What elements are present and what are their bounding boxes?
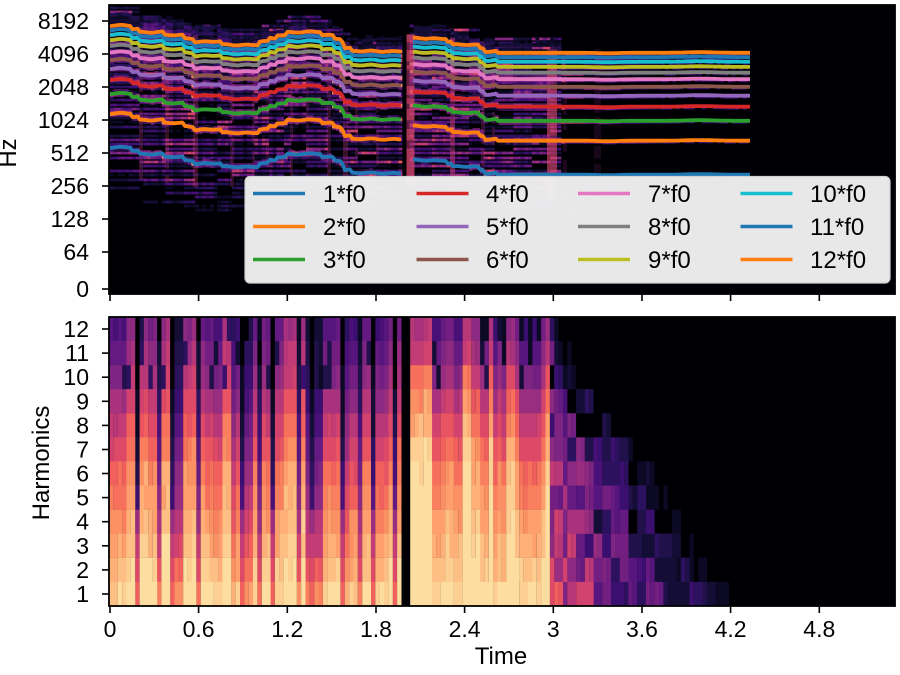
- svg-text:2: 2: [76, 557, 89, 583]
- svg-text:1.8: 1.8: [360, 616, 392, 642]
- svg-text:3: 3: [76, 533, 89, 559]
- svg-text:4*f0: 4*f0: [486, 181, 529, 208]
- svg-text:2*f0: 2*f0: [323, 214, 366, 241]
- svg-text:4: 4: [76, 509, 89, 535]
- svg-text:8*f0: 8*f0: [648, 214, 691, 241]
- svg-text:1.2: 1.2: [271, 616, 303, 642]
- svg-text:3*f0: 3*f0: [323, 247, 366, 274]
- svg-text:5: 5: [76, 485, 89, 511]
- svg-text:4.2: 4.2: [715, 616, 747, 642]
- svg-text:0: 0: [104, 616, 117, 642]
- svg-text:10*f0: 10*f0: [810, 181, 866, 208]
- svg-text:128: 128: [51, 206, 89, 232]
- svg-text:9: 9: [76, 388, 89, 414]
- svg-text:0.6: 0.6: [183, 616, 215, 642]
- svg-text:2.4: 2.4: [449, 616, 481, 642]
- svg-text:1: 1: [76, 581, 89, 607]
- svg-text:7: 7: [76, 437, 89, 463]
- svg-text:512: 512: [51, 140, 89, 166]
- svg-text:12: 12: [63, 316, 89, 342]
- svg-text:11*f0: 11*f0: [810, 214, 864, 241]
- svg-text:7*f0: 7*f0: [648, 181, 691, 208]
- svg-text:3: 3: [547, 616, 560, 642]
- svg-text:3.6: 3.6: [626, 616, 658, 642]
- svg-text:Time: Time: [475, 643, 527, 670]
- svg-text:1*f0: 1*f0: [323, 181, 366, 208]
- svg-text:9*f0: 9*f0: [648, 247, 691, 274]
- svg-text:5*f0: 5*f0: [486, 214, 529, 241]
- svg-text:2048: 2048: [38, 74, 89, 100]
- svg-text:Harmonics: Harmonics: [28, 406, 55, 521]
- svg-text:12*f0: 12*f0: [810, 247, 866, 274]
- svg-text:256: 256: [51, 173, 89, 199]
- svg-text:8: 8: [76, 412, 89, 438]
- svg-text:0: 0: [76, 276, 89, 302]
- svg-text:4.8: 4.8: [803, 616, 835, 642]
- svg-text:1024: 1024: [38, 107, 89, 133]
- svg-text:11: 11: [65, 340, 89, 366]
- svg-text:6: 6: [76, 461, 89, 487]
- svg-text:8192: 8192: [38, 8, 89, 34]
- svg-text:64: 64: [63, 239, 89, 265]
- svg-text:Hz: Hz: [0, 138, 22, 167]
- svg-text:4096: 4096: [38, 41, 89, 67]
- svg-text:6*f0: 6*f0: [486, 247, 529, 274]
- svg-text:10: 10: [63, 364, 89, 390]
